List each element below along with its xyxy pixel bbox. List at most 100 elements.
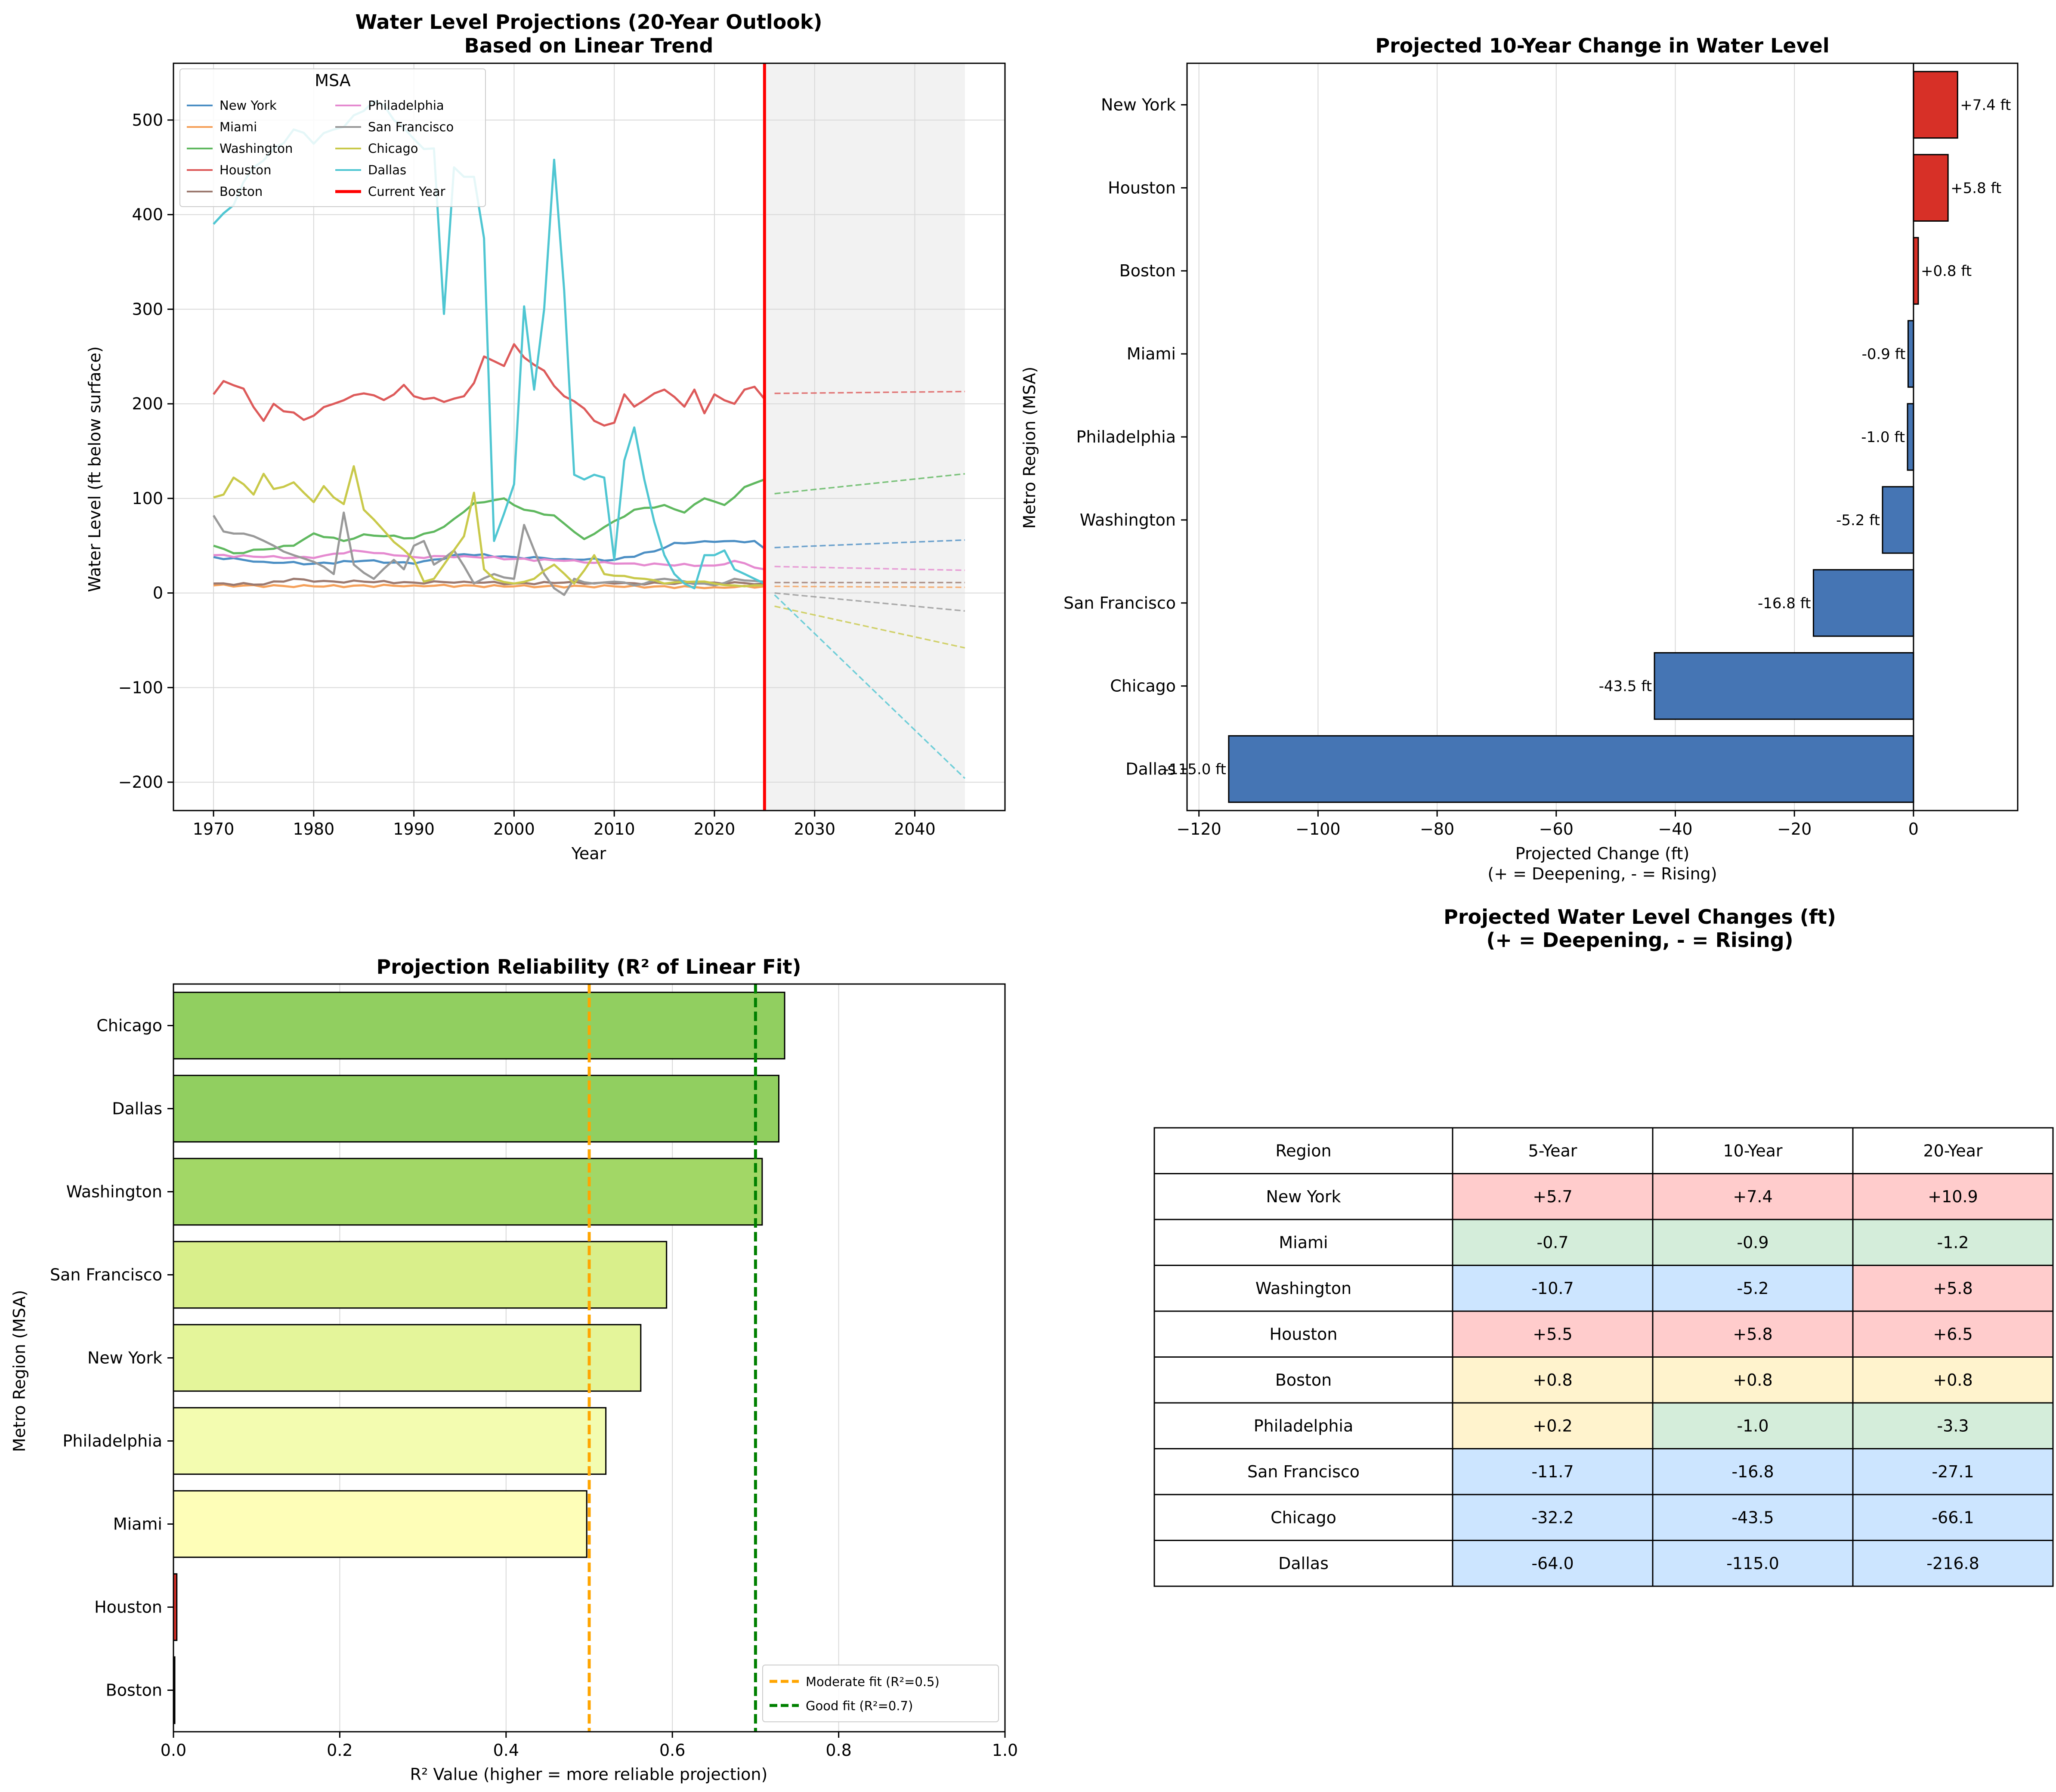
bar-philadelphia [1907, 403, 1914, 471]
table-cell [1852, 1219, 2054, 1266]
projection-line-washington [774, 473, 965, 495]
x-tick-label: 2040 [894, 820, 936, 839]
table-cell-text: +5.7 [1533, 1187, 1572, 1206]
series-line-washington [213, 478, 765, 554]
table-cell [1153, 1310, 1453, 1358]
table-cell-text: -32.2 [1531, 1508, 1574, 1527]
x-tick-label: 1990 [393, 820, 435, 839]
x-tick-label: 0.4 [493, 1741, 519, 1760]
table-cell-text: -11.7 [1531, 1462, 1574, 1481]
table-cell-text: Washington [1255, 1279, 1351, 1298]
table-cell-text: -66.1 [1932, 1508, 1974, 1527]
x-tick-label: 1970 [193, 820, 235, 839]
x-tick-label: 2000 [493, 820, 535, 839]
table-cell [1153, 1402, 1453, 1449]
bar-new-york [173, 1324, 642, 1392]
legend-title: MSA [315, 71, 351, 90]
legend-label-new-york: New York [220, 98, 277, 113]
table-cell [1652, 1448, 1854, 1495]
table-cell-text: -3.3 [1937, 1416, 1969, 1435]
y-tick-label-chicago: Chicago [96, 1016, 162, 1035]
y-tick-label-boston: Boston [106, 1681, 162, 1700]
table-cell-text: Boston [1275, 1371, 1332, 1390]
projection-line-philadelphia [774, 566, 965, 571]
table-cell [1852, 1402, 2054, 1449]
y-tick-label: 0 [153, 584, 163, 603]
table-cell-text: +7.4 [1733, 1187, 1772, 1206]
table-cell-text: Houston [1270, 1325, 1338, 1343]
reliability-legend-box [762, 1665, 999, 1722]
y-tick-label-philadelphia: Philadelphia [62, 1432, 162, 1451]
table-header-text: 5-Year [1528, 1141, 1577, 1160]
series-line-new-york [213, 540, 765, 566]
y-tick-label: 100 [132, 489, 163, 508]
projections-axes-frame [173, 62, 1006, 811]
bar-value-label-chicago: -43.5 ft [1599, 678, 1652, 695]
table-cell-text: +0.8 [1733, 1371, 1772, 1390]
reliability-title: Projection Reliability (R² of Linear Fit… [377, 955, 801, 978]
table-cell [1452, 1402, 1654, 1449]
legend-label-houston: Houston [220, 163, 272, 177]
bar-san-francisco [173, 1241, 668, 1309]
table-cell [1153, 1448, 1453, 1495]
y-tick-label-washington: Washington [66, 1182, 162, 1201]
y-tick-label-new-york: New York [1101, 95, 1176, 114]
table-cell-text: -16.8 [1731, 1462, 1774, 1481]
x-tick-label: 2030 [794, 820, 835, 839]
y-tick-label-san-francisco: San Francisco [1064, 594, 1176, 613]
y-tick-label-philadelphia: Philadelphia [1076, 427, 1176, 446]
bar-washington [173, 1158, 763, 1226]
x-tick-label: 0.8 [825, 1741, 851, 1760]
legend-label-current-year: Current Year [368, 184, 445, 199]
series-line-chicago [213, 465, 765, 588]
table-cell [1153, 1494, 1453, 1541]
change-y-label: Metro Region (MSA) [1020, 367, 1039, 529]
table-cell-text: +6.5 [1933, 1325, 1973, 1343]
y-tick-label: 500 [132, 111, 163, 130]
projection-line-new-york [774, 539, 965, 548]
legend-label-chicago: Chicago [368, 141, 418, 156]
table-cell-text: New York [1266, 1187, 1341, 1206]
table-cell [1852, 1494, 2054, 1541]
x-tick-label: −40 [1658, 820, 1692, 839]
change-x-label-2: (+ = Deepening, - = Rising) [1487, 864, 1717, 883]
reliability-y-label: Metro Region (MSA) [10, 1290, 29, 1452]
legend-label-miami: Miami [220, 120, 257, 134]
projections-title: Water Level Projections (20-Year Outlook… [355, 10, 822, 34]
projection-line-san-francisco [774, 592, 965, 612]
change-x-label: Projected Change (ft) [1515, 844, 1689, 863]
bar-philadelphia [173, 1407, 607, 1475]
table-cell-text: +5.8 [1933, 1279, 1973, 1298]
y-tick-label: −200 [118, 773, 163, 792]
projection-period-shading [764, 63, 965, 811]
series-line-san-francisco [212, 511, 765, 596]
table-header-cell [1852, 1127, 2054, 1174]
bar-san-francisco [1812, 569, 1914, 637]
table-cell-text: Dallas [1278, 1554, 1329, 1573]
table-header-cell [1153, 1127, 1453, 1174]
table-cell-text: -216.8 [1926, 1554, 1979, 1573]
table-cell-text: -64.0 [1531, 1554, 1574, 1573]
bar-houston [1913, 154, 1949, 222]
table-cell-text: Chicago [1271, 1508, 1336, 1527]
bar-value-label-dallas: -115.0 ft [1164, 761, 1226, 778]
y-tick-label-san-francisco: San Francisco [50, 1266, 162, 1284]
table-cell [1652, 1356, 1854, 1404]
reliability-x-label: R² Value (higher = more reliable project… [410, 1765, 768, 1784]
table-cell [1652, 1494, 1854, 1541]
x-tick-label: 0 [1908, 820, 1919, 839]
table-cell [1652, 1173, 1854, 1220]
table-header-text: 20-Year [1923, 1141, 1982, 1160]
reliability-chart: Projection Reliability (R² of Linear Fit… [10, 955, 1018, 1784]
projections-y-label: Water Level (ft below surface) [85, 346, 104, 592]
change-table: Projected Water Level Changes (ft) (+ = … [1153, 905, 2054, 1587]
x-tick-label: 0.2 [327, 1741, 352, 1760]
series-line-boston [213, 578, 765, 586]
table-title: Projected Water Level Changes (ft) [1444, 905, 1836, 928]
table-cell-text: +5.8 [1733, 1325, 1772, 1343]
projection-line-houston [774, 390, 965, 394]
x-tick-label: −60 [1539, 820, 1574, 839]
table-cell [1652, 1219, 1854, 1266]
y-tick-label-houston: Houston [1108, 178, 1176, 197]
